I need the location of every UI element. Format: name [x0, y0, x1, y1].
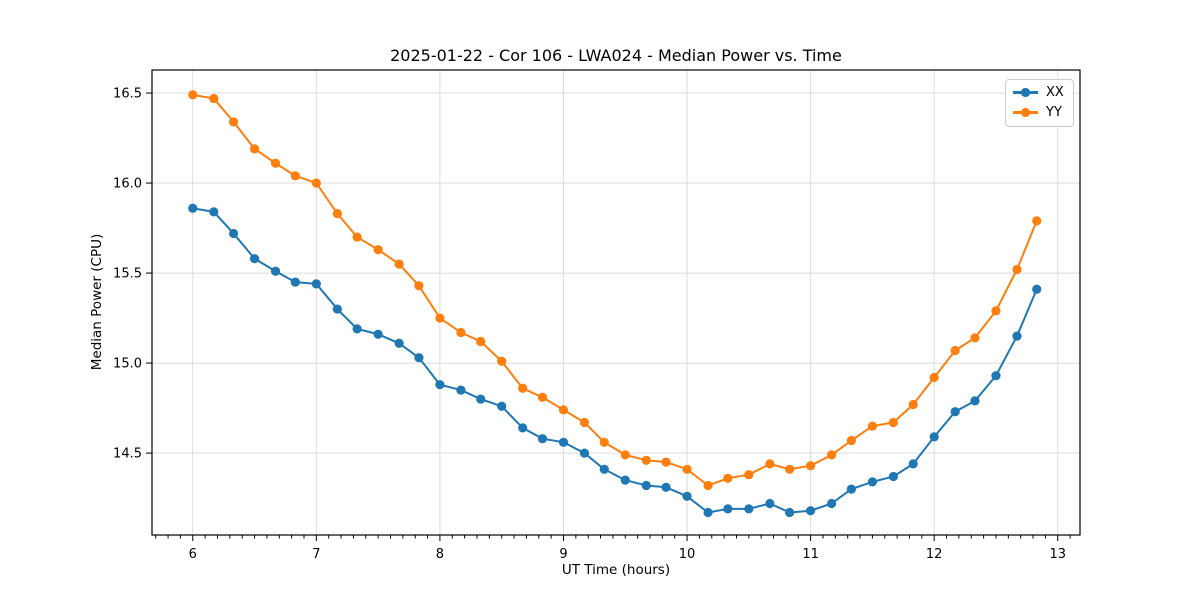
svg-text:7: 7	[312, 547, 320, 562]
legend-label-yy: YY	[1046, 105, 1062, 120]
svg-text:13: 13	[1049, 547, 1066, 562]
legend-item-xx: XX	[1013, 85, 1064, 100]
legend: XX YY	[1005, 79, 1074, 127]
legend-label-xx: XX	[1046, 85, 1064, 100]
svg-text:16.0: 16.0	[113, 177, 142, 192]
y-axis-label: Median Power (CPU)	[89, 233, 105, 371]
x-axis-label: UT Time (hours)	[561, 562, 671, 578]
xx-marker-dot-icon	[1021, 88, 1030, 97]
svg-text:6: 6	[189, 547, 197, 562]
svg-text:16.5: 16.5	[113, 87, 142, 102]
chart-title: 2025-01-22 - Cor 106 - LWA024 - Median P…	[390, 46, 842, 65]
svg-text:12: 12	[926, 547, 943, 562]
svg-text:15.0: 15.0	[113, 357, 142, 372]
svg-text:10: 10	[679, 547, 696, 562]
legend-item-yy: YY	[1013, 105, 1064, 120]
yy-marker-dot-icon	[1021, 108, 1030, 117]
svg-text:14.5: 14.5	[113, 447, 142, 462]
svg-text:11: 11	[802, 547, 819, 562]
svg-text:8: 8	[436, 547, 444, 562]
svg-text:15.5: 15.5	[113, 267, 142, 282]
svg-text:9: 9	[559, 547, 567, 562]
xx-line-marker-icon	[1013, 88, 1038, 97]
yy-line-marker-icon	[1013, 108, 1038, 117]
